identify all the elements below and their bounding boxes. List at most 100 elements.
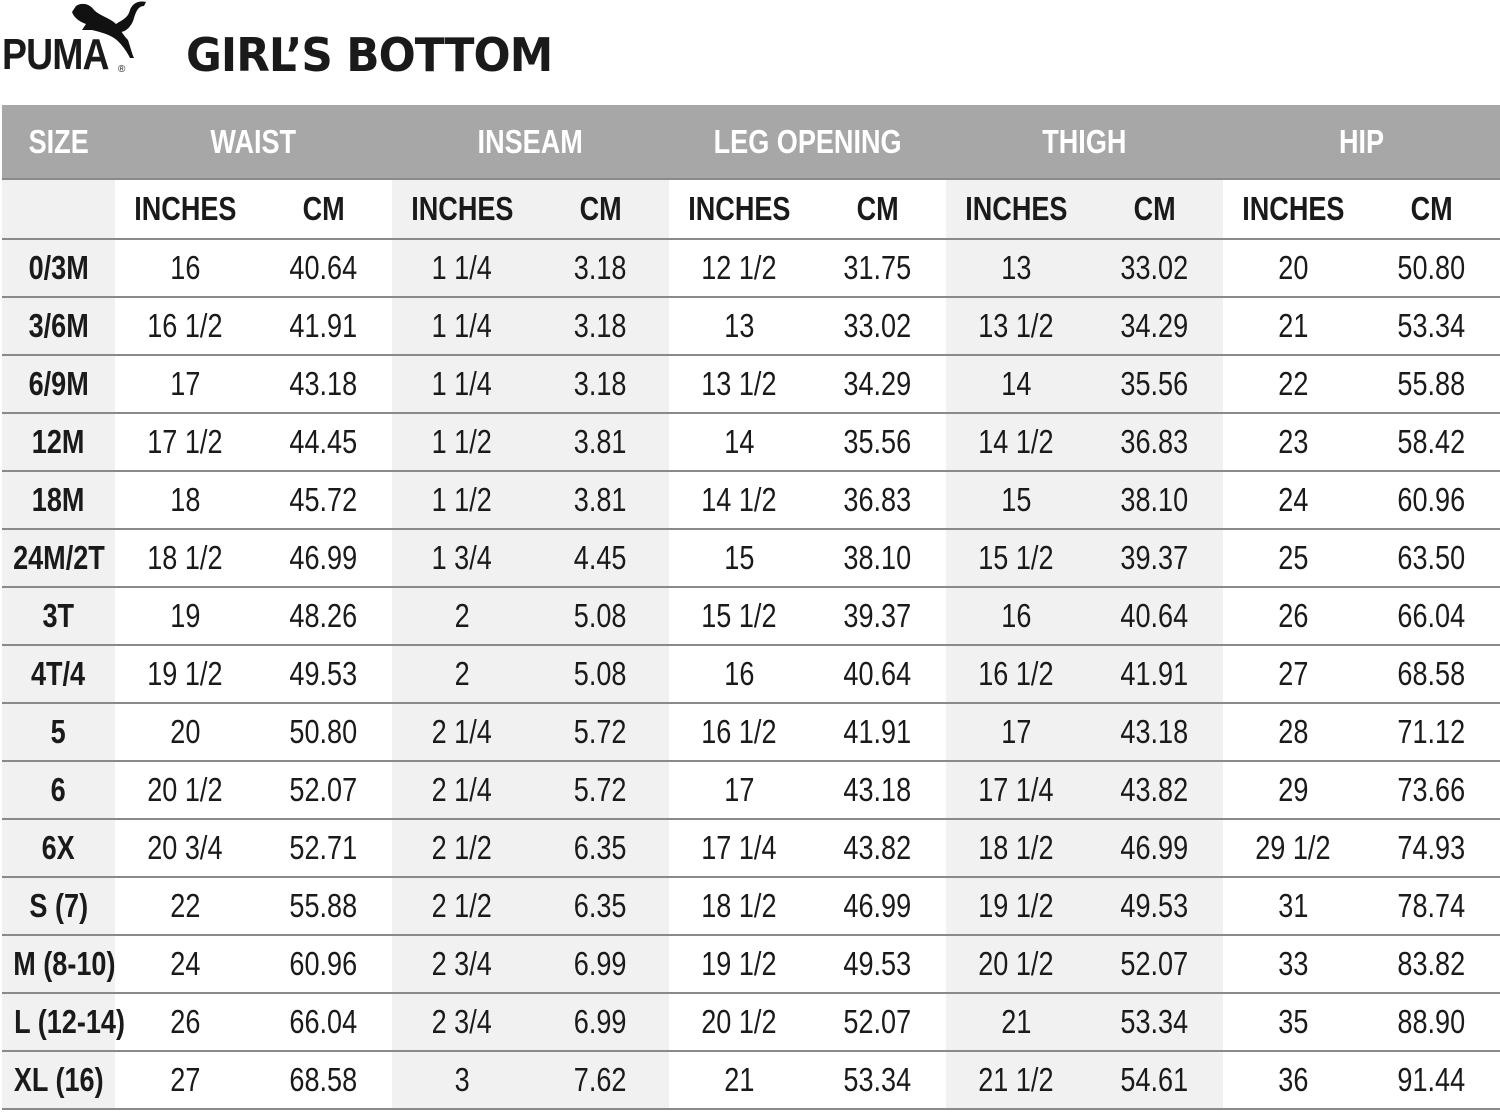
measurement-cell: 2 3/4 xyxy=(392,935,532,994)
cell-value: 1 1/4 xyxy=(431,249,493,286)
hip-header: HIP xyxy=(1223,105,1500,180)
cell-value: 13 1/2 xyxy=(978,307,1054,344)
measurement-cell: 19 1/2 xyxy=(669,935,809,994)
measurement-cell: 52.71 xyxy=(255,819,392,878)
measurement-cell: 36.83 xyxy=(809,471,947,530)
cell-value: 24M/2T xyxy=(12,539,105,576)
cell-value: 49.53 xyxy=(843,945,912,982)
measurement-cell: 60.96 xyxy=(255,935,392,994)
measurement-cell: 40.64 xyxy=(1086,587,1224,646)
cm-unit-header: CM xyxy=(1363,179,1500,240)
measurement-cell: 18 xyxy=(115,471,255,530)
measurement-cell: 53.34 xyxy=(1086,993,1224,1052)
cell-value: 35.56 xyxy=(843,423,912,460)
cell-value: 6.35 xyxy=(574,829,627,866)
measurement-cell: 15 1/2 xyxy=(946,529,1087,588)
cell-value: 49.53 xyxy=(289,655,358,692)
inches-unit-header: INCHES xyxy=(669,179,809,240)
measurement-cell: 4.45 xyxy=(532,529,669,588)
measurement-cell: 16 1/2 xyxy=(115,297,255,356)
unit-label: INCHES xyxy=(964,190,1068,227)
measurement-cell: 19 1/2 xyxy=(946,877,1087,936)
measurement-cell: 6.99 xyxy=(532,993,669,1052)
measurement-cell: 49.53 xyxy=(809,935,947,994)
size-chart-table: SIZE WAIST INSEAM LEG OPENING THIGH HIP … xyxy=(2,105,1500,1110)
cell-value: 74.93 xyxy=(1397,829,1466,866)
cell-value: 19 1/2 xyxy=(978,887,1054,924)
cell-value: 22 xyxy=(169,887,201,924)
cell-value: 35 xyxy=(1277,1003,1309,1040)
cell-value: 24 xyxy=(169,945,201,982)
cell-value: S (7) xyxy=(29,887,88,924)
cell-value: 13 xyxy=(723,307,755,344)
cell-value: 66.04 xyxy=(1397,597,1466,634)
cell-value: 53.34 xyxy=(1120,1003,1189,1040)
measurement-cell: 20 1/2 xyxy=(946,935,1087,994)
cell-value: 50.80 xyxy=(289,713,358,750)
cell-value: 18 1/2 xyxy=(701,887,777,924)
cell-value: 2 xyxy=(454,597,470,634)
size-cell: 12M xyxy=(2,413,115,472)
cell-value: 3.18 xyxy=(574,365,627,402)
cell-value: 18M xyxy=(32,481,85,518)
size-cell: 24M/2T xyxy=(2,529,115,588)
cell-value: 26 xyxy=(169,1003,201,1040)
measurement-cell: 2 1/4 xyxy=(392,703,532,762)
cell-value: 33 xyxy=(1277,945,1309,982)
cell-value: 41.91 xyxy=(1120,655,1189,692)
cell-value: 3 xyxy=(454,1061,470,1098)
measurement-cell: 55.88 xyxy=(1363,355,1500,414)
measurement-cell: 50.80 xyxy=(1363,239,1500,298)
cm-unit-header: CM xyxy=(809,179,947,240)
measurement-cell: 14 xyxy=(946,355,1087,414)
measurement-cell: 6.35 xyxy=(532,819,669,878)
table-row: 24M/2T 18 1/2 46.99 1 3/4 4.45 15 38.10 15 1/2 3… xyxy=(2,529,1500,588)
measurement-cell: 23 xyxy=(1223,413,1364,472)
measurement-cell: 44.45 xyxy=(255,413,392,472)
measurement-cell: 20 1/2 xyxy=(115,761,255,820)
table-row: 6X 20 3/4 52.71 2 1/2 6.35 17 1/4 43.82 18 1/2 4… xyxy=(2,819,1500,878)
measurement-cell: 22 xyxy=(1223,355,1364,414)
cell-value: 18 1/2 xyxy=(978,829,1054,866)
measurement-cell: 2 3/4 xyxy=(392,993,532,1052)
measurement-cell: 33 xyxy=(1223,935,1364,994)
cell-value: 21 1/2 xyxy=(978,1061,1054,1098)
measurement-cell: 73.66 xyxy=(1363,761,1500,820)
puma-wordmark: PUMA xyxy=(2,30,110,79)
thigh-header: THIGH xyxy=(946,105,1224,180)
measurement-cell: 43.18 xyxy=(809,761,947,820)
cell-value: 55.88 xyxy=(1397,365,1466,402)
unit-label: CM xyxy=(579,190,622,227)
inches-unit-header: INCHES xyxy=(1223,179,1364,240)
measurement-cell: 2 xyxy=(392,587,532,646)
cell-value: 48.26 xyxy=(289,597,358,634)
cell-value: 19 1/2 xyxy=(701,945,777,982)
measurement-cell: 66.04 xyxy=(1363,587,1500,646)
measurement-cell: 13 1/2 xyxy=(946,297,1087,356)
measurement-cell: 16 1/2 xyxy=(946,645,1087,704)
measurement-cell: 43.18 xyxy=(255,355,392,414)
table-row: XL (16) 27 68.58 3 7.62 21 53.34 21 1/2 54.61 36 9… xyxy=(2,1051,1500,1110)
cell-value: 5.08 xyxy=(574,597,627,634)
size-cell: 3/6M xyxy=(2,297,115,356)
measurement-cell: 66.04 xyxy=(255,993,392,1052)
cell-value: 53.34 xyxy=(843,1061,912,1098)
table-row: S (7) 22 55.88 2 1/2 6.35 18 1/2 46.99 19 1/2 49… xyxy=(2,877,1500,936)
measurement-cell: 31 xyxy=(1223,877,1364,936)
measurement-cell: 52.07 xyxy=(809,993,947,1052)
cell-value: 17 xyxy=(169,365,201,402)
cell-value: 45.72 xyxy=(289,481,358,518)
cell-value: 17 xyxy=(1000,713,1032,750)
measurement-cell: 1 1/4 xyxy=(392,355,532,414)
measurement-cell: 16 1/2 xyxy=(669,703,809,762)
leg-opening-header: LEG OPENING xyxy=(669,105,947,180)
cell-value: 53.34 xyxy=(1397,307,1466,344)
measurement-cell: 1 1/2 xyxy=(392,413,532,472)
measurement-cell: 36.83 xyxy=(1086,413,1224,472)
measurement-cell: 55.88 xyxy=(255,877,392,936)
measurement-cell: 49.53 xyxy=(255,645,392,704)
cell-value: 1 1/2 xyxy=(431,481,493,518)
measurement-cell: 3.81 xyxy=(532,471,669,530)
cell-value: 33.02 xyxy=(1120,249,1189,286)
cell-value: 0/3M xyxy=(28,249,89,286)
